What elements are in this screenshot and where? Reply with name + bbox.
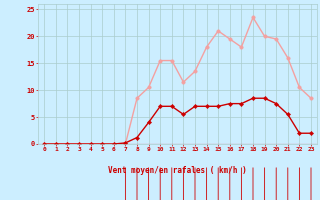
X-axis label: Vent moyen/en rafales ( km/h ): Vent moyen/en rafales ( km/h ) [108, 166, 247, 175]
